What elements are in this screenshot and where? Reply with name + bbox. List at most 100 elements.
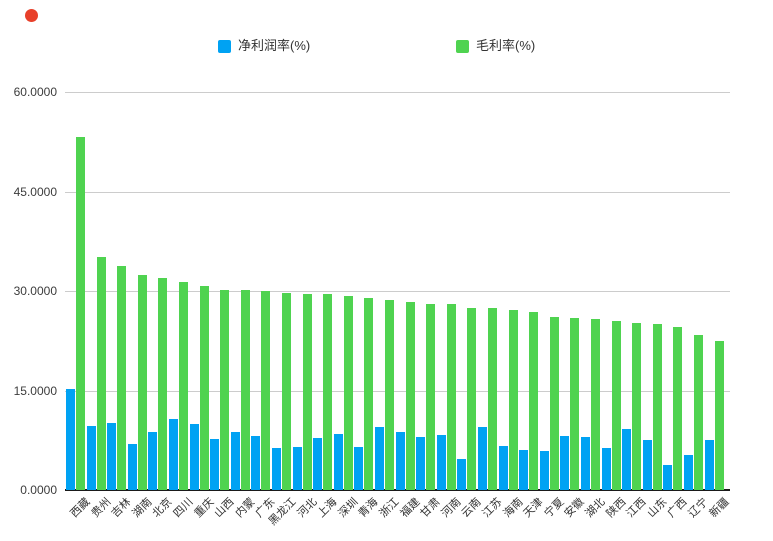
legend-label-gross-margin: 毛利率(%) bbox=[476, 38, 536, 53]
gross-margin-bar-云南[interactable] bbox=[467, 308, 477, 490]
net-margin-bar-福建[interactable] bbox=[395, 432, 405, 490]
gross-margin-bar-重庆[interactable] bbox=[199, 286, 209, 490]
gross-margin-bar-湖南[interactable] bbox=[137, 275, 147, 490]
gross-margin-bar-甘肃[interactable] bbox=[426, 304, 436, 490]
net-margin-bar-山东[interactable] bbox=[642, 440, 652, 490]
net-margin-bar-辽宁[interactable] bbox=[684, 455, 693, 490]
net-margin-bar-黑龙江[interactable] bbox=[272, 448, 281, 490]
gross-margin-bar-浙江[interactable] bbox=[385, 300, 394, 490]
x-axis-label-内蒙: 内蒙 bbox=[233, 496, 258, 521]
y-axis-tick-label: 60.0000 bbox=[13, 85, 57, 99]
gross-margin-bar-上海[interactable] bbox=[323, 294, 333, 490]
x-axis-label-上海: 上海 bbox=[315, 496, 340, 521]
net-margin-bar-内蒙[interactable] bbox=[230, 432, 240, 490]
y-gridline bbox=[65, 92, 730, 93]
gross-margin-bar-江苏[interactable] bbox=[488, 308, 497, 490]
x-axis-label-天津: 天津 bbox=[521, 496, 546, 521]
gross-margin-bar-广东[interactable] bbox=[261, 291, 271, 490]
gross-margin-bar-湖北[interactable] bbox=[591, 319, 600, 490]
gross-margin-bar-新疆[interactable] bbox=[714, 341, 724, 490]
net-margin-swatch-icon bbox=[218, 39, 231, 53]
net-margin-bar-贵州[interactable] bbox=[86, 426, 96, 490]
net-margin-bar-山西[interactable] bbox=[210, 439, 220, 490]
y-axis-tick-label: 30.0000 bbox=[13, 284, 57, 298]
gross-margin-bar-吉林[interactable] bbox=[117, 266, 127, 490]
net-margin-bar-广西[interactable] bbox=[663, 465, 673, 490]
gross-margin-bar-宁夏[interactable] bbox=[549, 317, 559, 490]
x-axis-label-浙江: 浙江 bbox=[377, 496, 402, 521]
x-axis-label-海南: 海南 bbox=[501, 496, 526, 521]
net-margin-bar-海南[interactable] bbox=[498, 446, 508, 490]
net-margin-bar-江苏[interactable] bbox=[478, 427, 487, 490]
legend-label-net-margin: 净利润率(%) bbox=[238, 38, 311, 53]
gross-margin-bar-西藏[interactable] bbox=[76, 137, 85, 490]
gross-margin-bar-陕西[interactable] bbox=[611, 321, 621, 490]
net-margin-bar-安徽[interactable] bbox=[560, 436, 570, 490]
net-margin-bar-浙江[interactable] bbox=[375, 427, 384, 490]
net-margin-bar-湖北[interactable] bbox=[581, 437, 590, 490]
x-axis-label-新疆: 新疆 bbox=[707, 496, 732, 521]
x-axis-label-湖南: 湖南 bbox=[130, 496, 155, 521]
x-axis-label-湖北: 湖北 bbox=[583, 496, 608, 521]
gross-margin-bar-海南[interactable] bbox=[508, 310, 518, 490]
net-margin-bar-河南[interactable] bbox=[436, 435, 446, 490]
gross-margin-bar-辽宁[interactable] bbox=[694, 335, 703, 490]
net-margin-bar-天津[interactable] bbox=[519, 450, 529, 490]
gross-margin-bar-河南[interactable] bbox=[446, 304, 456, 490]
gross-margin-bar-内蒙[interactable] bbox=[240, 290, 250, 490]
net-margin-bar-深圳[interactable] bbox=[333, 434, 343, 490]
gross-margin-bar-山西[interactable] bbox=[220, 290, 230, 490]
x-axis-label-贵州: 贵州 bbox=[89, 496, 114, 521]
y-axis-tick-label: 0.0000 bbox=[20, 483, 57, 497]
x-axis-label-广西: 广西 bbox=[665, 496, 690, 521]
y-gridline bbox=[65, 191, 730, 193]
gross-margin-bar-深圳[interactable] bbox=[343, 296, 353, 490]
net-margin-bar-新疆[interactable] bbox=[704, 440, 714, 490]
x-axis-label-西藏: 西藏 bbox=[68, 496, 93, 521]
x-axis-line bbox=[65, 489, 730, 491]
net-margin-bar-湖南[interactable] bbox=[127, 444, 137, 490]
x-axis-label-江苏: 江苏 bbox=[480, 496, 505, 521]
legend-item-net-margin[interactable]: 净利润率(%) bbox=[218, 39, 310, 53]
x-axis-label-吉林: 吉林 bbox=[109, 496, 134, 521]
net-margin-bar-青海[interactable] bbox=[354, 447, 364, 490]
legend-item-gross-margin[interactable]: 毛利率(%) bbox=[456, 39, 535, 53]
gross-margin-bar-四川[interactable] bbox=[179, 282, 188, 490]
red-dot-icon bbox=[25, 9, 38, 22]
net-margin-bar-云南[interactable] bbox=[457, 459, 467, 490]
gross-margin-bar-天津[interactable] bbox=[529, 312, 539, 490]
net-margin-bar-重庆[interactable] bbox=[189, 424, 199, 490]
x-axis-label-安徽: 安徽 bbox=[562, 496, 587, 521]
x-axis-label-深圳: 深圳 bbox=[336, 496, 361, 521]
net-margin-bar-西藏[interactable] bbox=[66, 389, 75, 490]
gross-margin-bar-贵州[interactable] bbox=[96, 257, 106, 490]
gross-margin-bar-山东[interactable] bbox=[652, 324, 662, 490]
net-margin-bar-陕西[interactable] bbox=[601, 448, 611, 490]
x-axis-label-河北: 河北 bbox=[295, 496, 320, 521]
gross-margin-bar-黑龙江[interactable] bbox=[282, 293, 291, 490]
net-margin-bar-广东[interactable] bbox=[251, 436, 261, 490]
gross-margin-bar-青海[interactable] bbox=[364, 298, 374, 490]
gross-margin-bar-北京[interactable] bbox=[158, 278, 168, 490]
net-margin-bar-甘肃[interactable] bbox=[416, 437, 426, 490]
y-gridline bbox=[65, 390, 730, 392]
gross-margin-bar-广西[interactable] bbox=[673, 327, 683, 490]
net-margin-bar-江西[interactable] bbox=[622, 429, 632, 490]
net-margin-bar-河北[interactable] bbox=[292, 447, 302, 490]
x-axis-label-江西: 江西 bbox=[624, 496, 649, 521]
net-margin-bar-吉林[interactable] bbox=[107, 423, 117, 490]
y-gridline bbox=[65, 291, 730, 292]
y-axis-tick-label: 15.0000 bbox=[13, 383, 57, 398]
gross-margin-bar-江西[interactable] bbox=[632, 323, 642, 490]
net-margin-bar-北京[interactable] bbox=[148, 432, 158, 490]
net-margin-bar-上海[interactable] bbox=[313, 438, 323, 490]
net-margin-bar-四川[interactable] bbox=[169, 419, 178, 490]
gross-margin-bar-福建[interactable] bbox=[405, 302, 415, 490]
chart-legend: 净利润率(%) 毛利率(%) bbox=[0, 39, 773, 55]
x-axis-label-四川: 四川 bbox=[171, 496, 196, 521]
gross-margin-bar-安徽[interactable] bbox=[570, 318, 580, 490]
x-axis-label-甘肃: 甘肃 bbox=[418, 496, 443, 521]
net-margin-bar-宁夏[interactable] bbox=[539, 451, 549, 490]
gross-margin-bar-河北[interactable] bbox=[302, 294, 312, 490]
